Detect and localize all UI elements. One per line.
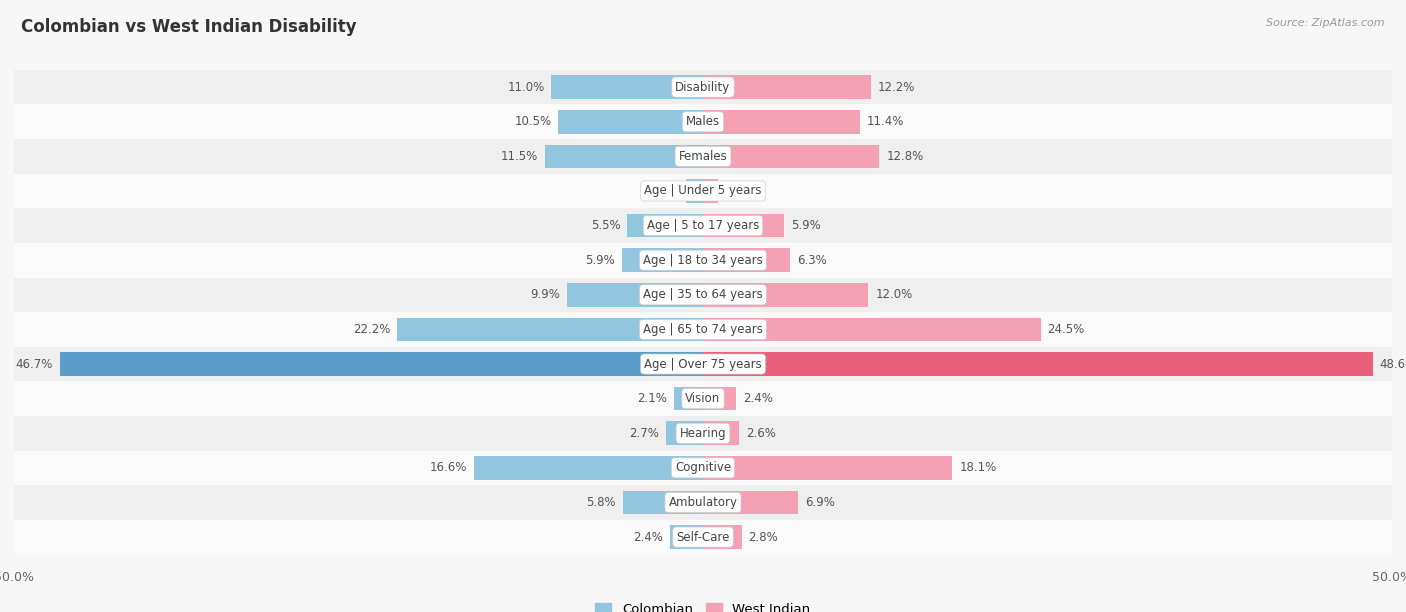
Text: 6.9%: 6.9% [806, 496, 835, 509]
Text: 11.4%: 11.4% [868, 115, 904, 129]
Bar [14, 485, 1392, 520]
Text: Age | Under 5 years: Age | Under 5 years [644, 184, 762, 198]
Bar [14, 416, 1392, 450]
Bar [703, 283, 869, 307]
Bar [14, 347, 1392, 381]
Bar [567, 283, 703, 307]
Text: 18.1%: 18.1% [959, 461, 997, 474]
Text: 2.6%: 2.6% [745, 427, 776, 440]
Bar [703, 214, 785, 237]
Bar [703, 525, 741, 549]
Text: 5.5%: 5.5% [591, 219, 620, 232]
Bar [666, 422, 703, 445]
Bar [686, 179, 703, 203]
Bar [703, 248, 790, 272]
Bar [14, 208, 1392, 243]
Bar [703, 456, 952, 480]
Text: Females: Females [679, 150, 727, 163]
Bar [14, 70, 1392, 105]
Text: 2.4%: 2.4% [633, 531, 664, 543]
Text: 2.8%: 2.8% [748, 531, 778, 543]
Text: 10.5%: 10.5% [515, 115, 551, 129]
Text: Hearing: Hearing [679, 427, 727, 440]
Bar [558, 110, 703, 133]
Text: Ambulatory: Ambulatory [668, 496, 738, 509]
Text: 24.5%: 24.5% [1047, 323, 1084, 336]
Bar [703, 75, 872, 99]
Text: Colombian vs West Indian Disability: Colombian vs West Indian Disability [21, 18, 357, 36]
Text: Source: ZipAtlas.com: Source: ZipAtlas.com [1267, 18, 1385, 28]
Bar [59, 353, 703, 376]
Text: Age | 35 to 64 years: Age | 35 to 64 years [643, 288, 763, 301]
Bar [14, 450, 1392, 485]
Text: 12.0%: 12.0% [875, 288, 912, 301]
Bar [623, 491, 703, 514]
Bar [621, 248, 703, 272]
Text: 12.8%: 12.8% [886, 150, 924, 163]
Text: 11.5%: 11.5% [501, 150, 537, 163]
Text: 46.7%: 46.7% [15, 357, 52, 370]
Bar [703, 491, 799, 514]
Text: 2.4%: 2.4% [742, 392, 773, 405]
Text: Males: Males [686, 115, 720, 129]
Legend: Colombian, West Indian: Colombian, West Indian [591, 598, 815, 612]
Bar [396, 318, 703, 341]
Text: 6.3%: 6.3% [797, 254, 827, 267]
Bar [14, 520, 1392, 554]
Bar [14, 381, 1392, 416]
Text: Age | 5 to 17 years: Age | 5 to 17 years [647, 219, 759, 232]
Text: Cognitive: Cognitive [675, 461, 731, 474]
Text: 2.1%: 2.1% [637, 392, 668, 405]
Bar [703, 144, 879, 168]
Text: 22.2%: 22.2% [353, 323, 391, 336]
Bar [669, 525, 703, 549]
Text: Age | 65 to 74 years: Age | 65 to 74 years [643, 323, 763, 336]
Text: 12.2%: 12.2% [877, 81, 915, 94]
Bar [703, 179, 718, 203]
Text: 5.8%: 5.8% [586, 496, 616, 509]
Text: Age | Over 75 years: Age | Over 75 years [644, 357, 762, 370]
Text: 16.6%: 16.6% [430, 461, 467, 474]
Text: Disability: Disability [675, 81, 731, 94]
Bar [14, 139, 1392, 174]
Text: 1.2%: 1.2% [650, 184, 679, 198]
Text: 1.1%: 1.1% [725, 184, 755, 198]
Text: 5.9%: 5.9% [792, 219, 821, 232]
Bar [551, 75, 703, 99]
Bar [703, 318, 1040, 341]
Bar [703, 422, 738, 445]
Text: 5.9%: 5.9% [585, 254, 614, 267]
Text: Self-Care: Self-Care [676, 531, 730, 543]
Bar [627, 214, 703, 237]
Bar [703, 353, 1372, 376]
Bar [673, 387, 703, 411]
Bar [703, 387, 737, 411]
Bar [14, 174, 1392, 208]
Text: 11.0%: 11.0% [508, 81, 544, 94]
Text: 48.6%: 48.6% [1379, 357, 1406, 370]
Bar [703, 110, 860, 133]
Bar [474, 456, 703, 480]
Bar [14, 243, 1392, 277]
Bar [14, 277, 1392, 312]
Bar [544, 144, 703, 168]
Text: 9.9%: 9.9% [530, 288, 560, 301]
Text: 2.7%: 2.7% [628, 427, 659, 440]
Bar [14, 105, 1392, 139]
Bar [14, 312, 1392, 347]
Text: Age | 18 to 34 years: Age | 18 to 34 years [643, 254, 763, 267]
Text: Vision: Vision [685, 392, 721, 405]
